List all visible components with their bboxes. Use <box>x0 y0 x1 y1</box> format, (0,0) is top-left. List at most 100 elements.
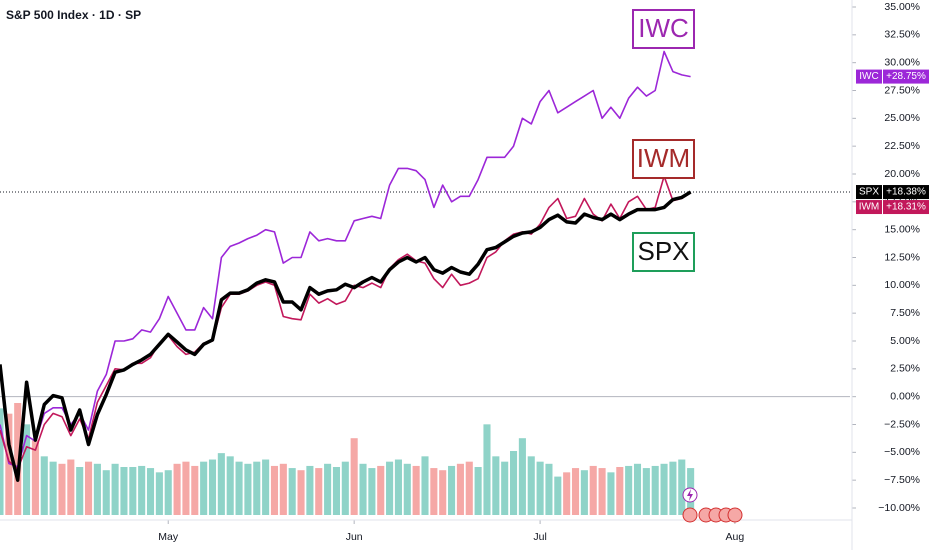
volume-bar <box>633 463 642 515</box>
volume-bar <box>580 470 588 515</box>
volume-bar <box>571 468 580 515</box>
y-tick-label: −10.00% <box>878 502 920 514</box>
volume-bar <box>456 463 464 515</box>
volume-bar <box>182 461 190 515</box>
volume-bar <box>76 467 84 515</box>
icon-flag <box>682 507 698 523</box>
series-line <box>0 50 691 468</box>
volume-bar <box>0 408 4 515</box>
volume-bar <box>324 463 332 515</box>
annotation-text: IWC <box>638 13 689 43</box>
annotation-text: IWM <box>637 143 690 173</box>
volume-bar <box>616 467 624 515</box>
annotation-layer: IWC IWM SPX <box>632 9 695 272</box>
last-value-label: +18.31% <box>886 202 926 213</box>
volume-bar <box>492 456 500 515</box>
volume-bar <box>120 467 128 515</box>
axis-layer: 35.00% 32.50% 30.00% 27.50% 25.00% 22.50% 20.0… <box>158 1 929 543</box>
volume-bar <box>660 463 668 515</box>
x-tick-label: Aug <box>726 531 745 543</box>
y-tick-label: −2.50% <box>884 418 920 430</box>
volume-bar <box>102 470 110 515</box>
volume-bar <box>403 463 411 515</box>
y-tick-label: 12.50% <box>884 251 920 263</box>
volume-bar <box>483 424 491 515</box>
last-value-box <box>883 185 929 200</box>
volume-bar <box>270 465 279 515</box>
y-tick-label: 7.50% <box>890 307 920 319</box>
y-tick-label: 25.00% <box>884 112 920 124</box>
volume-bar <box>386 461 394 515</box>
volume-bar <box>545 463 553 515</box>
volume-bar <box>93 463 101 515</box>
last-value-name: SPX <box>859 187 879 198</box>
icon-flag <box>727 507 743 523</box>
y-tick-label: 0.00% <box>890 390 920 402</box>
volume-bar <box>465 461 473 515</box>
volume-bar <box>40 456 48 515</box>
volume-bar <box>111 463 119 515</box>
volume-bar <box>625 465 633 515</box>
x-tick-label: Jun <box>346 531 363 543</box>
volume-bar <box>341 461 349 515</box>
volume-bar <box>510 451 518 515</box>
chart-title: S&P 500 Index · 1D · SP <box>6 8 141 22</box>
last-value-box <box>883 200 929 215</box>
x-tick-label: Jul <box>533 531 546 543</box>
volume-bar <box>332 467 340 515</box>
volume-bar <box>359 463 367 515</box>
icon-lightning-bolt <box>687 489 693 501</box>
volume-bar <box>598 468 606 515</box>
volume-bar <box>439 470 447 515</box>
volume-bar <box>563 472 571 515</box>
y-tick-label: −7.50% <box>884 474 920 486</box>
y-tick-label: 5.00% <box>890 335 920 347</box>
volume-bar <box>288 468 296 515</box>
volume-bar <box>651 465 659 515</box>
volume-bar <box>23 424 31 515</box>
volume-bar <box>217 453 225 515</box>
volume-bar <box>368 468 376 515</box>
y-tick-label: 15.00% <box>884 223 920 235</box>
volume-bar <box>297 470 305 515</box>
volume-bar <box>642 468 650 515</box>
volume-bar <box>412 465 420 515</box>
volume-bar <box>67 459 75 515</box>
annotation-box <box>632 9 695 49</box>
volume-bar <box>226 456 234 515</box>
volume-bar <box>448 465 456 515</box>
y-tick-label: 27.50% <box>884 84 920 96</box>
annotation-text: SPX <box>637 236 689 266</box>
series-line <box>0 175 692 470</box>
last-value-name: IWM <box>859 202 880 213</box>
volume-bar <box>14 403 22 515</box>
volume-bar <box>678 459 686 515</box>
volume-bar <box>394 459 402 515</box>
volume-bar <box>554 476 562 515</box>
volume-bar <box>669 461 677 515</box>
annotation-box <box>632 232 695 272</box>
volume-bar <box>164 470 172 515</box>
volume-bar <box>607 472 615 515</box>
last-value-tag <box>856 200 882 215</box>
volume-bar <box>191 465 199 515</box>
volume-bar <box>200 461 208 515</box>
y-tick-label: 35.00% <box>884 1 920 13</box>
last-value-tag <box>856 185 882 200</box>
y-tick-label: 20.00% <box>884 168 920 180</box>
y-tick-label: 30.00% <box>884 56 920 68</box>
volume-bar <box>279 463 287 515</box>
volume-bar <box>421 456 429 515</box>
volume-bar <box>235 461 243 515</box>
y-tick-label: −5.00% <box>884 446 920 458</box>
volume-bar <box>377 465 385 515</box>
last-value-label: +18.38% <box>886 187 926 198</box>
volume-bar <box>85 461 93 515</box>
volume-bar <box>244 463 252 515</box>
y-tick-label: 22.50% <box>884 140 920 152</box>
line-layer <box>0 50 692 482</box>
volume-bar <box>138 465 146 515</box>
volume-bar <box>173 463 181 515</box>
volume-bar <box>253 461 261 515</box>
